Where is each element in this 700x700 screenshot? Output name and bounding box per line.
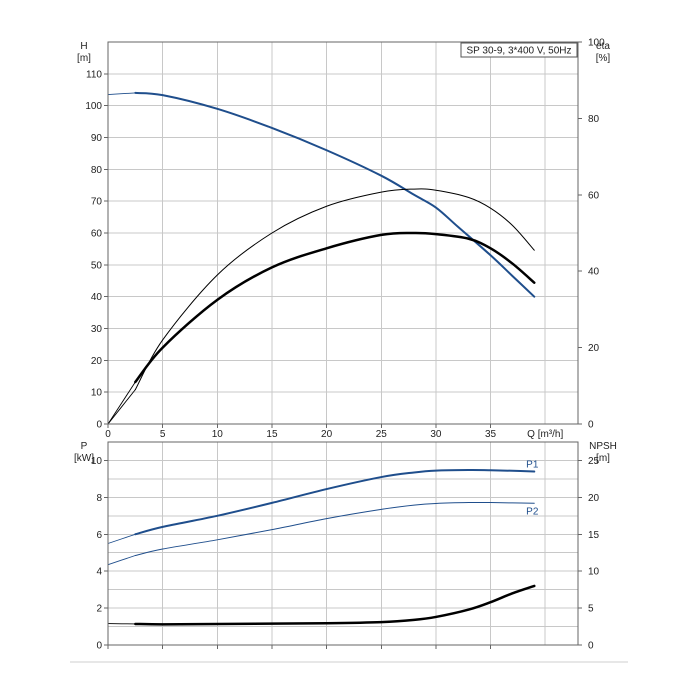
- curve-extrapolation: [107, 381, 136, 425]
- right-tick-label: 40: [588, 267, 600, 278]
- x-tick-label: 20: [321, 429, 333, 440]
- curve-extrapolation: [107, 92, 136, 95]
- series-label-p1: P1: [526, 460, 539, 471]
- left-axis-unit: [kW]: [74, 453, 94, 464]
- right-tick-label: 10: [588, 567, 600, 578]
- left-tick-label: 70: [91, 197, 103, 208]
- p1-curve: [134, 469, 536, 536]
- right-tick-label: 0: [588, 420, 594, 431]
- right-tick-label: 20: [588, 493, 600, 504]
- frame-layer: [70, 41, 628, 663]
- x-tick-label: 5: [160, 429, 166, 440]
- left-tick-label: 40: [91, 292, 103, 303]
- right-tick-label: 60: [588, 190, 600, 201]
- curve: [134, 231, 536, 384]
- left-axis-name: P: [81, 441, 88, 452]
- grid-layer: [108, 41, 578, 645]
- curve-extrapolation: [107, 389, 136, 425]
- x-axis-label: Q [m³/h]: [527, 429, 563, 440]
- left-tick-label: 50: [91, 260, 103, 271]
- right-axis-unit: [m]: [596, 453, 610, 464]
- right-tick-label: 20: [588, 343, 600, 354]
- left-tick-label: 20: [91, 356, 103, 367]
- curve: [134, 188, 535, 391]
- right-tick-label: 80: [588, 114, 600, 125]
- right-tick-label: 5: [588, 604, 594, 615]
- right-axis-unit: [%]: [596, 53, 611, 64]
- left-tick-label: 90: [91, 133, 103, 144]
- right-axis-name: eta: [596, 41, 610, 52]
- right-tick-label: 25: [588, 456, 600, 467]
- x-tick-label: 35: [485, 429, 497, 440]
- x-tick-label: 15: [266, 429, 278, 440]
- left-tick-label: 80: [91, 165, 103, 176]
- curve-extrapolation: [107, 533, 136, 544]
- left-tick-label: 110: [86, 69, 102, 80]
- left-axis-unit: [m]: [77, 53, 91, 64]
- curves-layer: [107, 91, 536, 626]
- left-tick-label: 0: [96, 420, 102, 431]
- left-tick-label: 100: [85, 101, 102, 112]
- right-tick-label: 100: [588, 38, 605, 49]
- left-tick-label: 30: [91, 324, 103, 335]
- curve: [134, 584, 536, 626]
- left-tick-label: 60: [91, 229, 103, 240]
- left-tick-label: 6: [96, 530, 102, 541]
- x-tick-label: 0: [105, 429, 111, 440]
- legend-text: SP 30-9, 3*400 V, 50Hz: [466, 46, 571, 57]
- right-axis-name: NPSH: [589, 441, 617, 452]
- left-tick-label: 2: [96, 604, 102, 615]
- left-tick-label: 4: [96, 567, 102, 578]
- series-label-p2: P2: [526, 506, 539, 517]
- plot-frame: [107, 441, 579, 646]
- right-tick-label: 15: [588, 530, 600, 541]
- curve: [134, 91, 536, 298]
- curve-extrapolation: [107, 555, 136, 566]
- legend-box: [460, 42, 578, 58]
- p2-curve: [134, 501, 535, 556]
- right-tick-label: 0: [588, 641, 594, 652]
- x-tick-label: 25: [376, 429, 388, 440]
- left-tick-label: 10: [91, 388, 103, 399]
- x-tick-label: 30: [430, 429, 442, 440]
- left-tick-label: 8: [96, 493, 102, 504]
- left-axis-name: H: [80, 41, 87, 52]
- left-tick-label: 0: [96, 641, 102, 652]
- x-tick-label: 10: [212, 429, 224, 440]
- left-tick-label: 10: [91, 456, 103, 467]
